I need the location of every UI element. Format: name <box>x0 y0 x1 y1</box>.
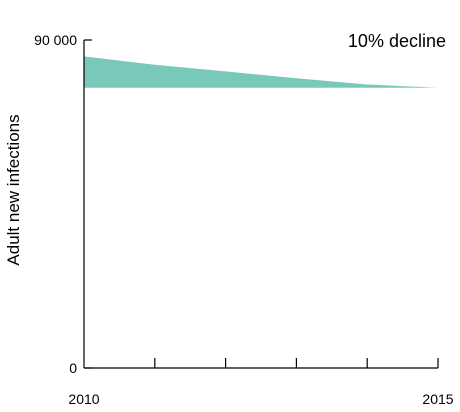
y-axis: 0 90 000 <box>34 32 92 376</box>
area-band <box>84 56 438 88</box>
decline-annotation: 10% decline <box>348 31 446 51</box>
x-axis: 2010 2015 <box>68 358 454 407</box>
y-axis-label: Adult new infections <box>4 114 23 265</box>
x-tick-label: 2015 <box>422 391 453 407</box>
x-tick-label: 2010 <box>68 391 99 407</box>
y-tick-label: 0 <box>69 360 77 376</box>
plot-area <box>84 56 438 88</box>
y-tick-label: 90 000 <box>34 32 77 48</box>
